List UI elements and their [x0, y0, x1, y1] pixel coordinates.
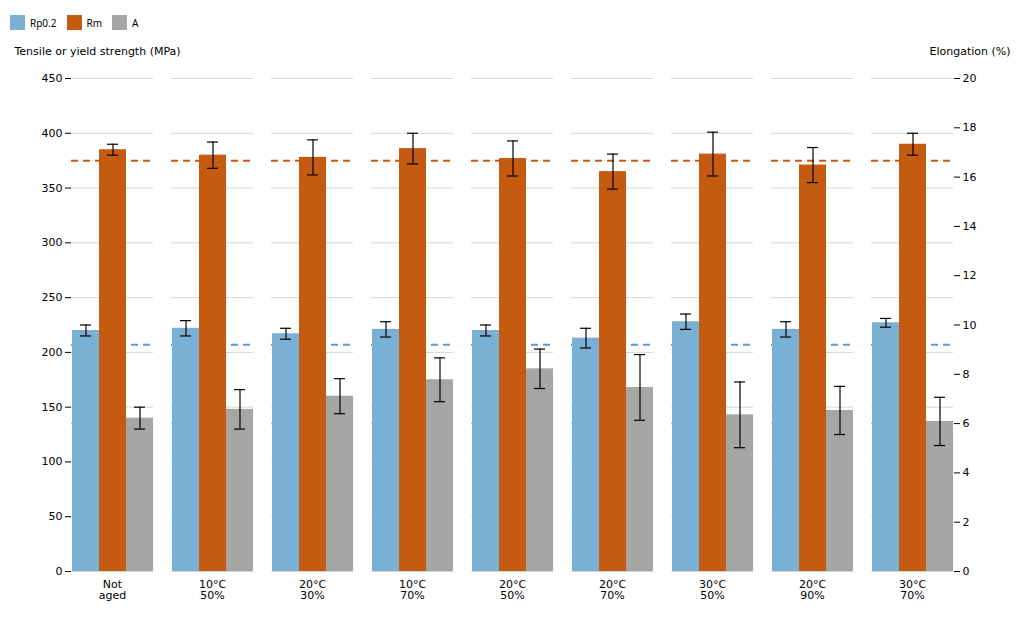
svg-text:4: 4 — [963, 466, 970, 479]
svg-text:8: 8 — [963, 368, 970, 381]
html-text:Rp0.2: Rp0.2 — [30, 15, 57, 30]
svg-text:250: 250 — [42, 291, 63, 304]
svg-text:Notaged: Notaged — [99, 578, 126, 602]
svg-text:20°C50%: 20°C50% — [499, 578, 526, 602]
svg-text:400: 400 — [42, 127, 63, 140]
svg-text:20°C70%: 20°C70% — [599, 578, 626, 602]
svg-text:30°C70%: 30°C70% — [899, 578, 926, 602]
svg-text:10°C70%: 10°C70% — [399, 578, 426, 602]
svg-text:10°C50%: 10°C50% — [199, 578, 226, 602]
svg-text:14: 14 — [963, 220, 977, 233]
svg-text:20°C90%: 20°C90% — [799, 578, 826, 602]
html-text:A: A — [132, 15, 139, 30]
svg-text:350: 350 — [42, 182, 63, 195]
svg-text:0: 0 — [56, 565, 63, 578]
svg-text:18: 18 — [963, 121, 977, 134]
svg-text:100: 100 — [42, 455, 63, 468]
svg-text:16: 16 — [963, 171, 977, 184]
svg-text:50: 50 — [49, 510, 63, 523]
svg-text:150: 150 — [42, 401, 63, 414]
svg-text:6: 6 — [963, 417, 970, 430]
html-text:Rm: Rm — [86, 15, 103, 30]
svg-text:2: 2 — [963, 516, 970, 529]
svg-text:0: 0 — [963, 565, 970, 578]
svg-text:300: 300 — [42, 236, 63, 249]
svg-text:450: 450 — [42, 72, 63, 85]
svg-text:Tensile or yield strength (MPa: Tensile or yield strength (MPa) — [14, 45, 181, 58]
svg-text:12: 12 — [963, 269, 977, 282]
svg-text:Elongation (%): Elongation (%) — [929, 45, 1010, 58]
svg-text:20: 20 — [963, 72, 977, 85]
svg-text:10: 10 — [963, 319, 977, 332]
svg-text:20°C30%: 20°C30% — [299, 578, 326, 602]
svg-text:200: 200 — [42, 346, 63, 359]
svg-text:30°C50%: 30°C50% — [699, 578, 726, 602]
